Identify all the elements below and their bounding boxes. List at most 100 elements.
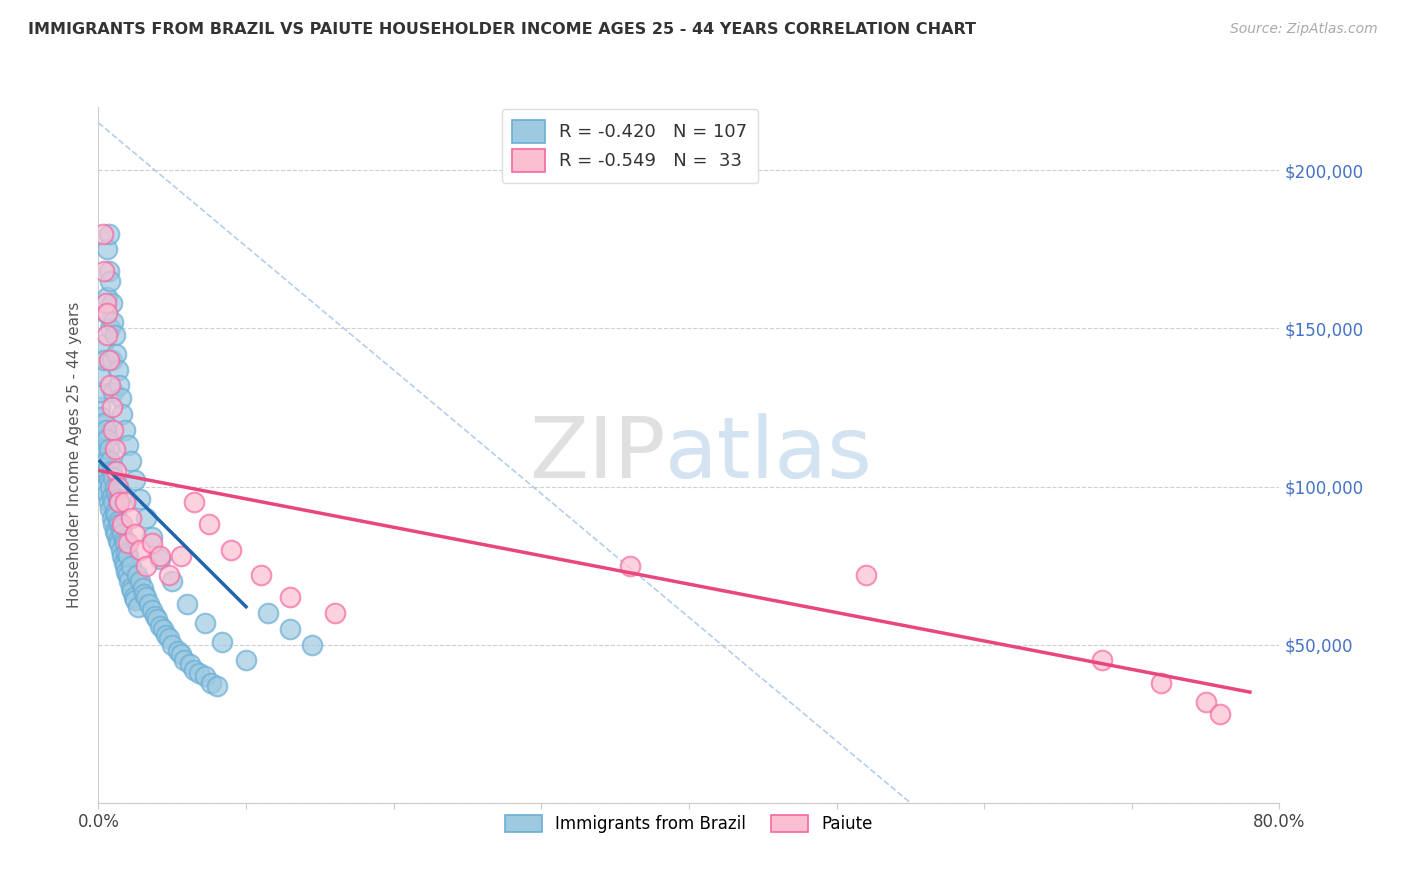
- Point: [135, 591, 157, 605]
- Point: [93, 353, 115, 368]
- Point: [125, 568, 148, 582]
- Point: [176, 597, 198, 611]
- Point: [135, 558, 157, 573]
- Point: [91, 337, 114, 351]
- Point: [124, 473, 146, 487]
- Point: [117, 568, 139, 582]
- Point: [111, 407, 134, 421]
- Point: [120, 454, 142, 468]
- Point: [155, 628, 177, 642]
- Point: [93, 442, 115, 456]
- Point: [91, 227, 114, 241]
- Point: [93, 464, 115, 478]
- Point: [194, 669, 217, 683]
- Point: [100, 401, 122, 415]
- Point: [108, 378, 131, 392]
- Point: [211, 634, 233, 648]
- Point: [120, 511, 142, 525]
- Point: [141, 603, 163, 617]
- Point: [96, 290, 118, 304]
- Y-axis label: Householder Income Ages 25 - 44 years: Householder Income Ages 25 - 44 years: [67, 301, 83, 608]
- Point: [89, 401, 111, 415]
- Point: [94, 423, 117, 437]
- Point: [103, 517, 125, 532]
- Point: [96, 305, 118, 319]
- Point: [96, 486, 118, 500]
- Point: [108, 495, 131, 509]
- Point: [107, 514, 129, 528]
- Point: [97, 264, 120, 278]
- Text: IMMIGRANTS FROM BRAZIL VS PAIUTE HOUSEHOLDER INCOME AGES 25 - 44 YEARS CORRELATI: IMMIGRANTS FROM BRAZIL VS PAIUTE HOUSEHO…: [28, 22, 976, 37]
- Point: [111, 549, 134, 563]
- Point: [162, 638, 183, 652]
- Point: [103, 495, 125, 509]
- Point: [96, 327, 118, 342]
- Point: [114, 423, 136, 437]
- Point: [128, 574, 150, 589]
- Point: [103, 423, 125, 437]
- Point: [94, 296, 117, 310]
- Point: [187, 666, 209, 681]
- Point: [98, 454, 121, 468]
- Point: [120, 558, 142, 573]
- Point: [94, 454, 117, 468]
- Point: [97, 473, 120, 487]
- Point: [280, 591, 302, 605]
- Point: [104, 442, 127, 456]
- Point: [250, 568, 273, 582]
- Point: [128, 542, 150, 557]
- Point: [93, 417, 115, 431]
- Point: [108, 517, 131, 532]
- Point: [97, 227, 120, 241]
- Point: [111, 527, 134, 541]
- Point: [115, 546, 138, 560]
- Point: [132, 581, 155, 595]
- Point: [221, 542, 243, 557]
- Point: [94, 479, 117, 493]
- Point: [162, 574, 183, 589]
- Point: [117, 438, 139, 452]
- Point: [103, 315, 125, 329]
- Point: [98, 501, 121, 516]
- Point: [96, 243, 118, 257]
- Point: [135, 511, 157, 525]
- Point: [134, 587, 156, 601]
- Point: [122, 591, 145, 605]
- Point: [105, 486, 128, 500]
- Point: [183, 495, 205, 509]
- Point: [235, 653, 257, 667]
- Point: [96, 464, 118, 478]
- Point: [128, 492, 150, 507]
- Point: [94, 305, 117, 319]
- Point: [105, 527, 128, 541]
- Point: [194, 615, 217, 630]
- Point: [124, 527, 146, 541]
- Point: [257, 606, 280, 620]
- Point: [179, 657, 201, 671]
- Point: [149, 552, 172, 566]
- Point: [124, 593, 146, 607]
- Point: [173, 653, 195, 667]
- Point: [98, 274, 121, 288]
- Point: [89, 384, 111, 399]
- Legend: Immigrants from Brazil, Paiute: Immigrants from Brazil, Paiute: [499, 808, 879, 839]
- Point: [120, 581, 142, 595]
- Point: [1195, 695, 1218, 709]
- Point: [146, 612, 169, 626]
- Point: [619, 558, 641, 573]
- Point: [108, 536, 131, 550]
- Point: [280, 622, 302, 636]
- Point: [97, 353, 120, 368]
- Point: [104, 524, 127, 538]
- Point: [100, 464, 122, 478]
- Point: [1209, 707, 1232, 722]
- Point: [183, 663, 205, 677]
- Point: [200, 675, 222, 690]
- Point: [141, 530, 163, 544]
- Point: [103, 470, 125, 484]
- Text: Source: ZipAtlas.com: Source: ZipAtlas.com: [1230, 22, 1378, 37]
- Point: [105, 508, 128, 522]
- Point: [121, 583, 143, 598]
- Point: [107, 533, 129, 548]
- Point: [110, 391, 132, 405]
